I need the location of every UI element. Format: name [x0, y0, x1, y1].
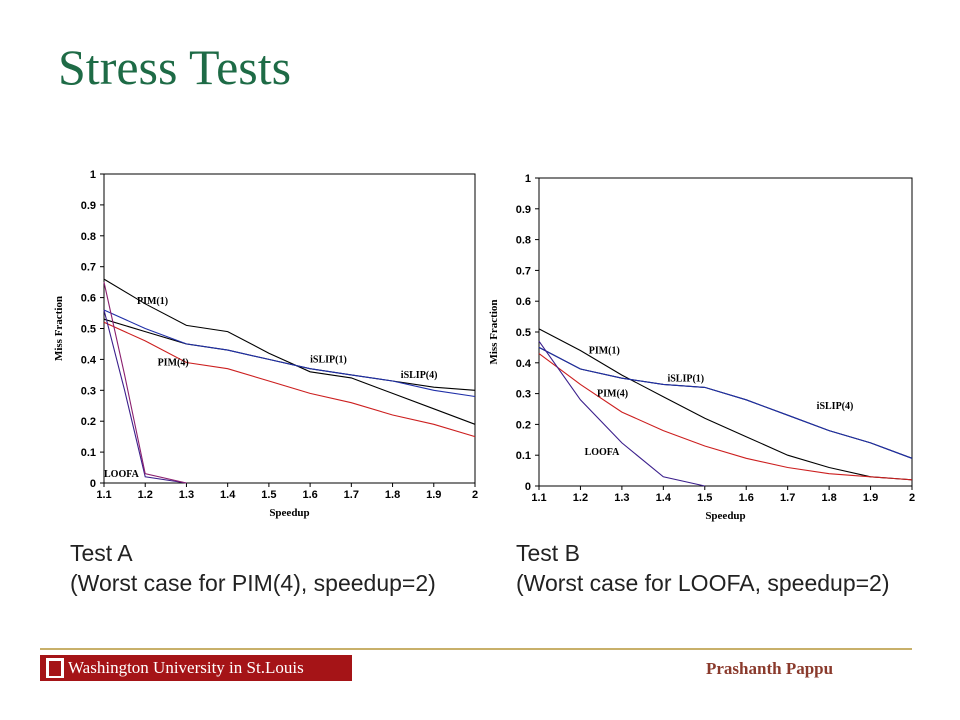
series-line-islip-4	[103, 309, 476, 398]
y-tick-label: 0.3	[81, 385, 96, 397]
plot-frame	[538, 177, 913, 487]
x-tick-label: 1.8	[821, 492, 836, 504]
x-axis-label: Speedup	[269, 507, 309, 519]
x-tick-label: 1.1	[96, 489, 111, 501]
series-line-pim-1	[538, 328, 913, 481]
y-axis-label: Miss Fraction	[488, 299, 500, 364]
chart-1: 0 0.1 0.2 0.3 0.4 0.5 0.6 0.7 0.8 0.9 1 1.1 1.2 1.3 1.…	[488, 173, 915, 522]
y-axis-label: Miss Fraction	[53, 296, 65, 361]
x-tick-label: 1.9	[426, 489, 441, 501]
y-tick-label: 0.9	[516, 204, 531, 216]
series-label-islip-1: iSLIP(1)	[667, 373, 704, 384]
x-tick-label: 1.3	[179, 489, 194, 501]
x-tick-label: 1.8	[385, 489, 400, 501]
y-tick-label: 0.7	[516, 265, 531, 277]
caption-test-a-subtitle: (Worst case for PIM(4), speedup=2)	[70, 570, 436, 596]
y-tick-label: 0.1	[516, 450, 531, 462]
x-tick-label: 1.4	[220, 489, 236, 501]
series-line-loofa	[103, 309, 187, 484]
caption-test-b-title: Test B	[516, 540, 580, 566]
series-label-pim-4: PIM(4)	[158, 358, 189, 369]
y-tick-label: 0.3	[516, 389, 531, 401]
y-tick-label: 0.2	[81, 416, 96, 428]
y-tick-label: 0.6	[81, 293, 96, 305]
series-line-islip-4	[538, 346, 913, 459]
footer-divider	[40, 648, 912, 650]
x-tick-label: 1.7	[780, 492, 795, 504]
x-tick-label: 1.9	[863, 492, 878, 504]
x-tick-label: 1.6	[302, 489, 317, 501]
series-label-islip-4: iSLIP(4)	[817, 401, 854, 412]
y-tick-label: 0.7	[81, 262, 96, 274]
caption-test-b: Test B (Worst case for LOOFA, speedup=2)	[516, 538, 890, 598]
series-label-loofa: LOOFA	[585, 447, 621, 458]
y-tick-label: 1	[90, 169, 96, 181]
caption-test-a-title: Test A	[70, 540, 133, 566]
x-tick-label: 1.5	[697, 492, 712, 504]
y-tick-label: 1	[525, 173, 531, 185]
series-line-islip-1	[103, 318, 476, 391]
series-label-pim-1: PIM(1)	[589, 346, 620, 357]
logo-text: Washington University in St.Louis	[68, 658, 304, 677]
y-tick-label: 0.5	[81, 324, 96, 336]
x-tick-label: 1.5	[261, 489, 276, 501]
university-logo: Washington University in St.Louis	[40, 655, 352, 681]
x-tick-label: 1.2	[138, 489, 153, 501]
x-tick-label: 1.4	[656, 492, 672, 504]
y-tick-label: 0	[525, 481, 531, 493]
x-tick-label: 1.7	[344, 489, 359, 501]
series-label-pim-4: PIM(4)	[597, 389, 628, 400]
y-tick-label: 0	[90, 478, 96, 490]
series-label-islip-1: iSLIP(1)	[310, 354, 347, 365]
y-tick-label: 0.8	[81, 231, 96, 243]
x-tick-label: 2	[909, 492, 915, 504]
shield-icon	[46, 658, 64, 678]
plot-frame	[103, 173, 476, 484]
y-tick-label: 0.2	[516, 419, 531, 431]
series-line-loofa	[538, 340, 705, 487]
series-line-unlabeled-5	[103, 281, 187, 484]
y-tick-label: 0.1	[81, 447, 96, 459]
y-tick-label: 0.5	[516, 327, 531, 339]
y-tick-label: 0.9	[81, 200, 96, 212]
slide-title: Stress Tests	[58, 39, 292, 95]
author-name: Prashanth Pappu	[706, 659, 834, 678]
y-tick-label: 0.4	[81, 354, 97, 366]
y-tick-label: 0.8	[516, 235, 531, 247]
series-label-loofa: LOOFA	[104, 469, 140, 480]
caption-test-b-subtitle: (Worst case for LOOFA, speedup=2)	[516, 570, 890, 596]
y-tick-label: 0.4	[516, 358, 532, 370]
x-axis-label: Speedup	[705, 510, 745, 522]
y-tick-label: 0.6	[516, 296, 531, 308]
series-label-pim-1: PIM(1)	[137, 296, 168, 307]
x-tick-label: 1.6	[739, 492, 754, 504]
series-line-pim-1	[103, 278, 476, 425]
series-line-pim-4	[538, 353, 913, 481]
series-line-islip-1	[538, 346, 913, 459]
x-tick-label: 1.3	[614, 492, 629, 504]
series-label-islip-4: iSLIP(4)	[401, 370, 438, 381]
series-line-pim-4	[103, 321, 476, 438]
x-tick-label: 1.2	[573, 492, 588, 504]
caption-test-a: Test A (Worst case for PIM(4), speedup=2…	[70, 538, 436, 598]
chart-0: 0 0.1 0.2 0.3 0.4 0.5 0.6 0.7 0.8 0.9 1 1.1 1.2 1.3 1.…	[53, 169, 478, 519]
x-tick-label: 2	[472, 489, 478, 501]
x-tick-label: 1.1	[531, 492, 546, 504]
